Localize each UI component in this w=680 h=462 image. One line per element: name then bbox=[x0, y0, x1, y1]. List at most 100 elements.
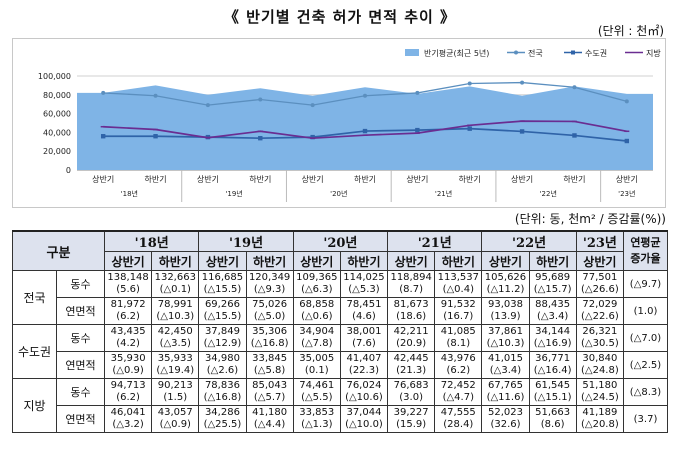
cell-change: (6.2) bbox=[446, 365, 471, 376]
header-half: 상반기 bbox=[292, 251, 341, 271]
header-half: 상반기 bbox=[104, 251, 153, 271]
table-row: 연면적 35,930 (△0.9) 35,933 (△19.4) 34,980 (△2.6)… bbox=[13, 351, 668, 379]
value-cell: 35,005 (0.1) bbox=[292, 351, 341, 379]
cell-change: (△10.0) bbox=[345, 419, 383, 430]
value-cell: 35,933 (△19.4) bbox=[151, 351, 200, 379]
cell-value: 34,144 bbox=[535, 326, 571, 337]
cell-change: (△10.3) bbox=[156, 311, 195, 322]
value-cell: 76,024 (△10.6) bbox=[339, 378, 389, 406]
cell-change: (△16.9) bbox=[533, 338, 572, 349]
value-cell: 41,407 (22.3) bbox=[339, 351, 389, 379]
value-cell: 51,663 (8.6) bbox=[528, 405, 577, 433]
cell-change: (6.2) bbox=[116, 392, 140, 403]
value-cell: 52,023 (32.6) bbox=[481, 405, 530, 433]
value-cell: 75,026 (△5.0) bbox=[245, 297, 294, 325]
growth-cell: (△7.0) bbox=[623, 324, 668, 352]
cell-value: 42,450 bbox=[157, 326, 193, 337]
value-cell: 81,972 (6.2) bbox=[104, 297, 153, 325]
header-half: 상반기 bbox=[481, 251, 530, 271]
cell-change: (22.3) bbox=[348, 365, 379, 376]
value-cell: 113,537 (△0.4) bbox=[434, 270, 483, 298]
value-cell: 43,435 (4.2) bbox=[104, 324, 153, 352]
cell-change: (4.2) bbox=[116, 338, 140, 349]
y-tick-label: 60,000 bbox=[43, 110, 71, 119]
value-cell: 43,057 (△0.9) bbox=[151, 405, 200, 433]
cell-change: (0.1) bbox=[304, 365, 329, 376]
value-cell: 42,211 (20.9) bbox=[387, 324, 436, 352]
series-point bbox=[572, 133, 577, 138]
series-point bbox=[624, 99, 629, 104]
cell-change: (△20.8) bbox=[580, 419, 619, 430]
value-cell: 95,689 (△15.7) bbox=[528, 270, 577, 298]
cell-value: 47,555 bbox=[440, 407, 476, 418]
cell-value: 105,626 bbox=[484, 272, 527, 283]
cell-value: 34,904 bbox=[299, 326, 335, 337]
series-point bbox=[467, 81, 472, 86]
legend-label: 지방 bbox=[646, 48, 661, 58]
value-cell: 93,038 (13.9) bbox=[481, 297, 530, 325]
cell-change: (△5.5) bbox=[301, 392, 333, 403]
y-tick-label: 20,000 bbox=[43, 147, 71, 156]
cell-value: 114,025 bbox=[343, 272, 385, 283]
cell-value: 34,980 bbox=[204, 353, 240, 364]
value-cell: 41,085 (8.1) bbox=[434, 324, 483, 352]
cell-change: (△4.4) bbox=[253, 419, 286, 430]
cell-value: 37,044 bbox=[346, 407, 382, 418]
cell-value: 90,213 bbox=[157, 380, 193, 391]
value-cell: 76,683 (3.0) bbox=[387, 378, 436, 406]
x-tick-label: 하반기 bbox=[459, 174, 481, 184]
growth-cell: (3.7) bbox=[623, 405, 668, 433]
cell-value: 39,227 bbox=[393, 407, 429, 418]
cell-change: (8.7) bbox=[399, 284, 423, 295]
cell-change: (△16.8) bbox=[203, 392, 242, 403]
table-unit-label: (단위: 동, 천m² / 증감률(%)) bbox=[514, 212, 666, 226]
metric-label: 동수 bbox=[55, 378, 106, 406]
value-cell: 61,545 (△15.1) bbox=[528, 378, 577, 406]
cell-value: 43,057 bbox=[157, 407, 193, 418]
header-year: '21년 bbox=[387, 230, 483, 252]
cell-change: (△0.4) bbox=[442, 284, 474, 295]
value-cell: 47,555 (28.4) bbox=[434, 405, 483, 433]
cell-value: 35,933 bbox=[157, 353, 193, 364]
cell-change: (△0.9) bbox=[159, 419, 191, 430]
header-half: 하반기 bbox=[528, 251, 577, 271]
cell-value: 81,972 bbox=[110, 299, 146, 310]
value-cell: 33,853 (△1.3) bbox=[292, 405, 341, 433]
cell-value: 42,445 bbox=[393, 353, 429, 364]
value-cell: 35,930 (△0.9) bbox=[104, 351, 153, 379]
cell-change: (8.1) bbox=[446, 338, 471, 349]
cell-change: (△10.3) bbox=[486, 338, 525, 349]
series-point bbox=[363, 93, 367, 98]
x-tick-label: 하반기 bbox=[563, 174, 585, 184]
value-cell: 34,286 (△25.5) bbox=[198, 405, 247, 433]
legend-label: 전국 bbox=[528, 48, 543, 58]
value-cell: 38,001 (7.6) bbox=[339, 324, 389, 352]
cell-change: (△16.4) bbox=[533, 365, 572, 376]
value-cell: 43,976 (6.2) bbox=[434, 351, 483, 379]
x-year-label: '18년 bbox=[121, 189, 138, 198]
value-cell: 51,180 (△24.5) bbox=[575, 378, 625, 406]
cell-change: (△15.1) bbox=[533, 392, 572, 403]
header-avg-growth: 연평균 증가율 bbox=[623, 230, 668, 271]
growth-cell: (△8.3) bbox=[623, 378, 668, 406]
series-point bbox=[415, 127, 420, 133]
value-cell: 35,306 (△16.8) bbox=[245, 324, 294, 352]
series-point bbox=[362, 128, 368, 134]
stats-table: 구분 '18년 '19년 '20년 '21년 '22년 '23년 연평균 증가율… bbox=[11, 230, 668, 433]
value-cell: 85,043 (△5.7) bbox=[245, 378, 294, 406]
value-cell: 37,861 (△10.3) bbox=[481, 324, 530, 352]
series-point bbox=[519, 129, 525, 134]
value-cell: 88,435 (△3.4) bbox=[528, 297, 577, 325]
x-tick-label: 상반기 bbox=[302, 174, 324, 184]
cell-change: (△5.7) bbox=[253, 392, 286, 403]
legend-marker bbox=[571, 50, 575, 55]
header-year: '19년 bbox=[198, 230, 294, 252]
cell-value: 67,765 bbox=[487, 380, 523, 391]
cell-change: (21.3) bbox=[396, 365, 427, 376]
value-cell: 114,025 (△5.3) bbox=[339, 270, 389, 298]
value-cell: 105,626 (△11.2) bbox=[481, 270, 530, 298]
cell-value: 51,663 bbox=[535, 407, 571, 418]
x-tick-label: 상반기 bbox=[616, 174, 638, 184]
series-point bbox=[415, 90, 420, 95]
cell-value: 93,038 bbox=[487, 299, 523, 310]
